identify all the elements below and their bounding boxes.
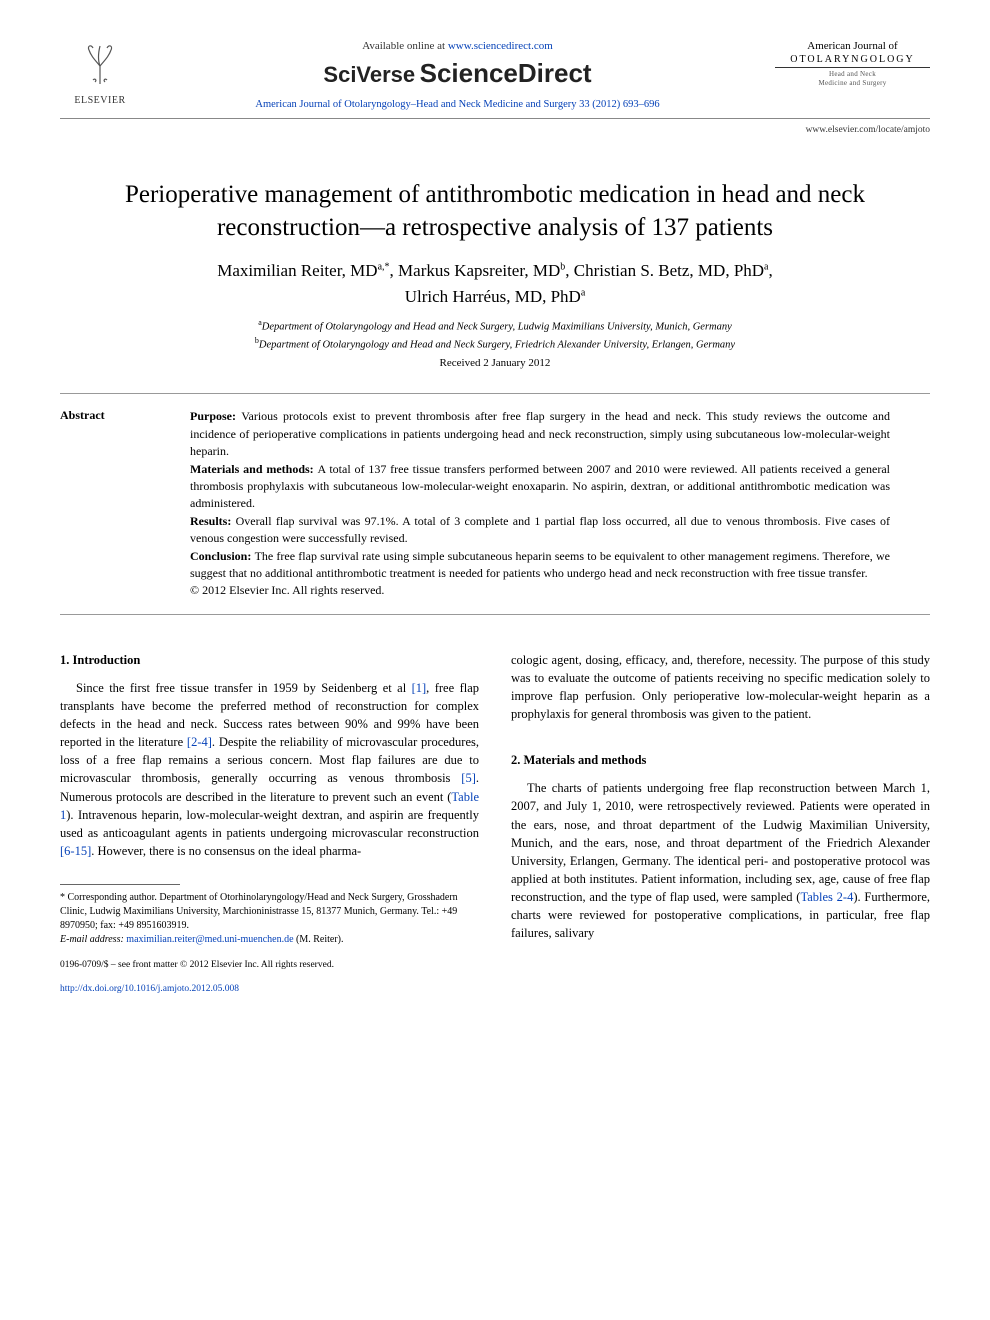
conclusion-heading: Conclusion: [190,549,255,563]
sciencedirect-url[interactable]: www.sciencedirect.com [448,40,553,52]
footnote-separator [60,884,180,885]
journal-reference: American Journal of Otolaryngology–Head … [150,99,765,110]
introduction-heading: 1. Introduction [60,651,479,669]
corr-star: * [60,892,68,903]
sciencedirect-text: ScienceDirect [420,58,592,88]
abstract-copyright: © 2012 Elsevier Inc. All rights reserved… [190,583,384,597]
article-title: Perioperative management of antithrombot… [80,179,910,244]
locate-url[interactable]: www.elsevier.com/locate/amjoto [60,125,930,135]
intro-continuation: cologic agent, dosing, efficacy, and, th… [511,651,930,724]
intro-text-1: Since the first free tissue transfer in … [76,681,412,695]
conclusion-text: The free flap survival rate using simple… [190,549,890,580]
sciverse-brand: SciVerse ScienceDirect [150,58,765,89]
corresponding-footnote: * Corresponding author. Department of Ot… [60,891,479,933]
author-2: , Markus Kapsreiter, MD [390,261,561,280]
journal-name-line2: OTOLARYNGOLOGY [775,54,930,68]
author-4-aff: a [581,287,585,298]
mm-text-1: The charts of patients undergoing free f… [511,781,930,904]
abstract-body: Purpose: Various protocols exist to prev… [190,408,930,599]
affiliation-a: Department of Otolaryngology and Head an… [262,322,732,333]
sciverse-text: SciVerse [323,62,415,87]
journal-sub1: Head and Neck [775,70,930,78]
right-column: cologic agent, dosing, efficacy, and, th… [511,651,930,996]
intro-paragraph: Since the first free tissue transfer in … [60,679,479,860]
tables-2-4-link[interactable]: Tables 2-4 [800,890,853,904]
intro-text-6: . However, there is no consensus on the … [91,844,361,858]
abstract-label: Abstract [60,408,190,599]
author-1-aff: a,* [378,261,390,272]
available-online: Available online at www.sciencedirect.co… [150,40,765,52]
ref-1[interactable]: [1] [412,681,427,695]
issn-line: 0196-0709/$ – see front matter © 2012 El… [60,959,479,971]
methods-heading: Materials and methods: [190,462,318,476]
doi-line: http://dx.doi.org/10.1016/j.amjoto.2012.… [60,983,479,995]
email-footnote: E-mail address: maximilian.reiter@med.un… [60,933,479,947]
received-date: Received 2 January 2012 [60,357,930,369]
ref-6-15[interactable]: [6-15] [60,844,91,858]
author-3: , Christian S. Betz, MD, PhD [565,261,764,280]
intro-text-5: ). Intravenous heparin, low-molecular-we… [60,808,479,840]
elsevier-tree-icon [77,40,123,93]
journal-name-line1: American Journal of [775,40,930,52]
left-column: 1. Introduction Since the first free tis… [60,651,479,996]
elsevier-label: ELSEVIER [74,95,125,106]
center-header: Available online at www.sciencedirect.co… [140,40,775,110]
ref-5[interactable]: [5] [461,771,476,785]
affiliations: aDepartment of Otolaryngology and Head a… [60,317,930,353]
methods-paragraph: The charts of patients undergoing free f… [511,779,930,942]
journal-badge: American Journal of OTOLARYNGOLOGY Head … [775,40,930,88]
email-link[interactable]: maximilian.reiter@med.uni-muenchen.de [126,934,293,945]
body-columns: 1. Introduction Since the first free tis… [60,651,930,996]
email-tail: (M. Reiter). [294,934,344,945]
author-sep: , [769,261,773,280]
corr-text: Corresponding author. Department of Otor… [60,892,458,931]
journal-sub2: Medicine and Surgery [775,79,930,87]
authors-block: Maximilian Reiter, MDa,*, Markus Kapsrei… [60,258,930,309]
elsevier-logo: ELSEVIER [60,40,140,106]
available-prefix: Available online at [362,40,448,52]
page-header: ELSEVIER Available online at www.science… [60,40,930,119]
doi-link[interactable]: http://dx.doi.org/10.1016/j.amjoto.2012.… [60,984,239,994]
author-4: Ulrich Harréus, MD, PhD [405,287,581,306]
methods-heading-body: 2. Materials and methods [511,751,930,769]
results-heading: Results: [190,514,236,528]
author-1: Maximilian Reiter, MD [217,261,377,280]
abstract-block: Abstract Purpose: Various protocols exis… [60,393,930,614]
email-label: E-mail address: [60,934,126,945]
purpose-text: Various protocols exist to prevent throm… [190,409,890,458]
results-text: Overall flap survival was 97.1%. A total… [190,514,890,545]
affiliation-b: Department of Otolaryngology and Head an… [259,340,735,351]
purpose-heading: Purpose: [190,409,241,423]
ref-2-4[interactable]: [2-4] [187,735,212,749]
